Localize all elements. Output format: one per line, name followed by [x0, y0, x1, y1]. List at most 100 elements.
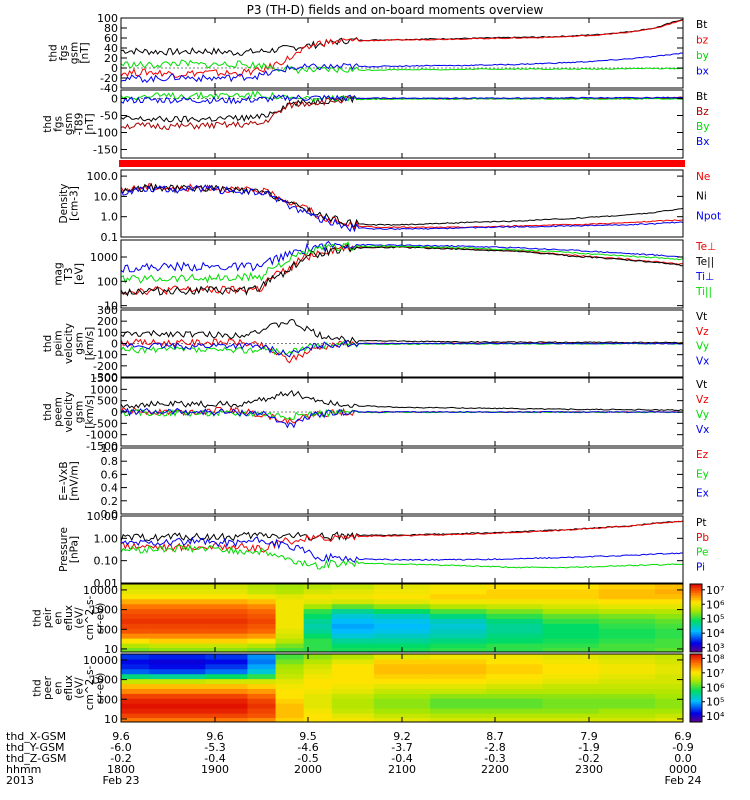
legend-entry: Pb: [696, 532, 709, 544]
heatmap-cell: [598, 618, 656, 625]
heatmap-cell: [331, 679, 375, 685]
y-axis-label-line: [nT]: [84, 113, 96, 134]
y-tick-label: 60: [104, 32, 118, 45]
heatmap-cell: [205, 703, 248, 710]
legend-entry: Vt: [696, 379, 707, 391]
y-tick-label: -1000: [86, 429, 118, 442]
colorbar-segment: [690, 662, 702, 665]
colorbar-segment: [690, 641, 702, 644]
panel-efield: Ez Ey Ex 1.00.80.60.40.20.0 E=-VxB[mV/m]: [58, 442, 709, 521]
colorbar-frame: [689, 583, 703, 653]
heatmap-cell: [149, 717, 206, 723]
heatmap-cell: [654, 613, 684, 620]
heatmap-cell: [121, 589, 150, 595]
legend-entry: Ez: [696, 449, 709, 461]
heatmap-cell: [598, 679, 656, 685]
heatmap-cell: [275, 654, 305, 660]
heatmap-cell: [430, 589, 487, 595]
heatmap-cell: [486, 664, 543, 670]
heatmap-cell: [331, 674, 375, 680]
colorbar-segment: [690, 638, 702, 641]
x-row-value: 2000: [294, 763, 322, 776]
colorbar-segment: [690, 659, 702, 662]
heatmap-cell: [373, 659, 431, 665]
heatmap-cell: [373, 594, 431, 600]
y-axis-label-line: [cm-3]: [68, 186, 80, 221]
heatmap-cell: [275, 643, 305, 649]
heatmap-cell: [486, 638, 543, 645]
heatmap-cell: [247, 698, 277, 705]
heatmap-cell: [542, 628, 600, 635]
heatmap-cell: [149, 679, 206, 685]
heatmap-cell: [430, 688, 487, 695]
heatmap-cell: [149, 618, 206, 625]
colorbar-segment: [690, 612, 702, 616]
colorbar-segment: [690, 682, 702, 686]
heatmap-cell: [121, 618, 150, 625]
heatmap-cell: [486, 604, 543, 610]
colorbar-segment: [690, 594, 702, 597]
heatmap-cell: [542, 613, 600, 620]
heatmap-cell: [247, 659, 277, 665]
heatmap-cell: [149, 623, 206, 630]
heatmap-cell: [598, 669, 656, 675]
heatmap-cell: [275, 674, 305, 680]
heatmap-cell: [121, 623, 150, 630]
legend-entry: bx: [696, 66, 709, 78]
heatmap-cell: [121, 599, 150, 605]
series-line-bz: [120, 19, 684, 78]
heatmap-cell: [430, 613, 487, 620]
x-row-value: 1900: [201, 763, 229, 776]
heatmap-cell: [149, 584, 206, 590]
heatmap-cell: [654, 659, 684, 665]
heatmap-cell: [430, 633, 487, 640]
heatmap-cell: [542, 654, 600, 660]
y-axis-label: Density[cm-3]: [58, 184, 81, 224]
heatmap-cell: [121, 638, 150, 645]
series-line-Pe: [120, 544, 684, 570]
heatmap-cell: [205, 674, 248, 680]
colorbar-segment: [690, 669, 702, 672]
y-tick-label: 1.0: [101, 211, 119, 224]
heatmap-cell: [303, 643, 333, 649]
heatmap-cell: [303, 664, 333, 670]
heatmap-cell: [542, 713, 600, 719]
heatmap-cell: [247, 604, 277, 610]
heatmap-cell: [247, 674, 277, 680]
heatmap-cell: [542, 717, 600, 723]
heatmap-cell: [331, 717, 375, 723]
y-axis-label-line: thd: [42, 403, 54, 420]
heatmap-cell: [598, 713, 656, 719]
heatmap-cell: [303, 647, 333, 653]
colorbar-segment: [690, 703, 702, 706]
heatmap-cell: [121, 688, 150, 695]
heatmap-cell: [373, 693, 431, 700]
colorbar-segment: [690, 676, 702, 679]
heatmap-cell: [598, 647, 656, 653]
y-axis-label-line: gsm: [63, 113, 75, 135]
y-tick-label: -500: [93, 417, 118, 430]
heatmap-cell: [331, 613, 375, 620]
heatmap-cell: [373, 609, 431, 615]
colorbar-segment: [690, 720, 702, 723]
heatmap-cell: [598, 584, 656, 590]
y-axis-label: Pressure[nPa]: [58, 527, 81, 572]
heatmap-cell: [430, 674, 487, 680]
colorbar-segment: [690, 595, 702, 599]
panel-density: Ne Ni Npot 100.0 10.0 1.0 0.1 Density[cm-3]: [58, 169, 721, 244]
colorbar-frame: [689, 653, 703, 723]
x-row-value: -0.3: [484, 752, 505, 765]
y-axis-label-line: velocity: [63, 323, 75, 364]
heatmap-cell: [247, 613, 277, 620]
heatmap-cell: [121, 669, 150, 675]
heatmap-cell: [121, 674, 150, 680]
heatmap-cell: [275, 693, 305, 700]
heatmap-cell: [598, 703, 656, 710]
heatmap-cell: [275, 589, 305, 595]
heatmap-cell: [275, 664, 305, 670]
heatmap-cell: [149, 599, 206, 605]
heatmap-cell: [486, 594, 543, 600]
heatmap-cell: [275, 647, 305, 653]
